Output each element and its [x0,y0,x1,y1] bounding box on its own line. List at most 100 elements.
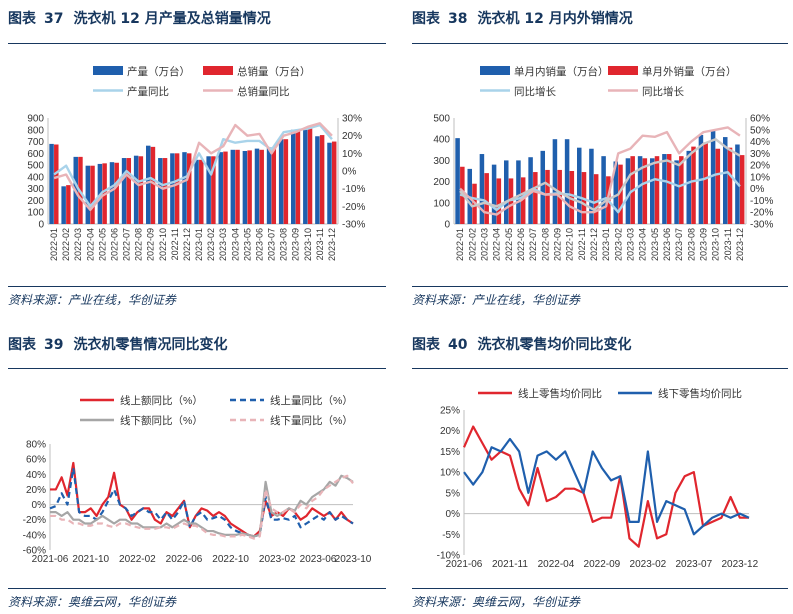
bar-2022-03 [479,154,485,224]
x-tick-label: 2023-12 [735,228,745,261]
x-tick-label: 2022-01 [49,228,59,261]
x-tick-label: 2021-06 [446,559,483,570]
x-tick-label: 2022-05 [97,228,107,261]
bar-2022-11 [577,147,582,224]
x-tick-label: 2022-03 [73,228,83,261]
chart38-bottom-rule [412,286,788,287]
y-right-tick-label: -20% [342,202,365,213]
legend-label: 线下额同比（%） [120,414,203,427]
x-tick-label: 2022-10 [212,554,249,565]
x-tick-label: 2023-02 [613,228,623,261]
x-tick-label: 2022-03 [479,228,489,261]
bar-2023-08 [691,146,696,224]
bar-2022-08 [545,169,550,224]
x-tick-label: 2022-11 [170,228,180,260]
legend-label: 线上额同比（%） [120,394,203,407]
y-right-tick-label: 40% [750,137,770,148]
x-tick-label: 2023-12 [327,228,337,261]
y-right-tick-label: -30% [342,220,365,231]
y-right-tick-label: 60% [750,114,770,125]
x-tick-label: 2022-08 [134,228,144,261]
y-right-tick-label: 10% [342,149,362,160]
x-tick-label: 2021-10 [72,554,109,565]
legend-label: 同比增长 [514,85,556,98]
bar-2023-11 [723,137,728,224]
chart39-bottom-rule [8,588,386,589]
y-left-tick-label: 200 [27,196,44,207]
x-tick-label: 2022-12 [182,228,192,261]
x-tick-label: 2023-07 [267,228,277,261]
x-tick-label: 2022-04 [538,559,575,570]
x-tick-label: 2022-04 [492,228,502,261]
bar-2023-09 [291,129,296,224]
bar-2023-08 [283,139,289,224]
x-tick-label: 2022-10 [565,228,575,261]
x-tick-label: 2023-05 [242,228,252,261]
bar-2022-05 [504,160,509,224]
y-right-tick-label: 20% [342,131,362,142]
chart38-plot: 单月内销量（万台） 单月外销量（万台） 同比增长 同比增长 0 100 200 300 400 5… [433,65,773,261]
bar-2023-02 [613,161,619,224]
y-left-tick-label: 300 [27,184,44,195]
bar-2023-06 [254,148,260,224]
y-tick-label: 25% [440,406,460,417]
bar-2022-12 [186,153,192,224]
bar-2022-06 [516,160,521,224]
bar-2022-07 [533,172,538,224]
legend-label: 产量同比 [127,85,169,98]
x-tick-label: 2023-06 [300,554,337,565]
bar-2022-01 [54,144,59,224]
bar-2023-01 [194,159,199,224]
bar-2023-10 [710,129,716,224]
legend-label: 同比增长 [642,85,684,98]
y-tick-label: -10% [437,551,460,562]
series-line [53,123,333,208]
x-tick-label: 2022-04 [85,228,95,261]
y-tick-label: -40% [23,530,46,541]
legend-label: 单月外销量（万台） [642,65,737,78]
series-line [50,461,354,538]
bar-2023-05 [654,156,660,224]
series-line [53,122,333,212]
chart40-source: 资料来源：奥维云网，华创证券 [412,595,581,609]
bar-2023-06 [259,149,264,224]
y-left-tick-label: 500 [27,161,44,172]
y-right-tick-label: 0% [750,184,765,195]
chart40-plot: 线上零售均价同比 线下零售均价同比 -10% -5% 0% 5% 10% 15% 20% 25% 2… [437,387,759,570]
legend-label: 总销量（万台） [237,65,311,78]
x-tick-label: 2022-06 [516,228,526,261]
bar-2023-12 [327,142,332,224]
y-left-tick-label: 500 [433,114,450,125]
x-tick-label: 2023-10 [335,554,372,565]
x-tick-label: 2023-02 [630,559,667,570]
y-left-tick-label: 700 [27,137,44,148]
bar-2022-12 [182,152,187,224]
y-tick-label: 60% [26,455,46,466]
chart39-source: 资料来源：奥维云网，华创证券 [8,595,177,609]
y-left-tick-label: 900 [27,114,44,125]
legend-label: 线下零售均价同比 [658,387,742,400]
x-tick-label: 2023-03 [218,228,228,261]
x-tick-label: 2023-11 [723,228,733,260]
chart40-title: 图表 40 洗衣机零售均价同比变化 [412,337,632,353]
bar-2023-08 [278,139,284,224]
x-tick-label: 2023-01 [194,228,204,261]
series-line [462,425,749,548]
y-right-tick-label: 20% [750,161,770,172]
bar-2022-02 [61,186,66,224]
x-tick-label: 2023-09 [698,228,708,261]
x-tick-label: 2023-06 [254,228,264,261]
chart39-title: 图表 39 洗衣机零售情况同比变化 [8,337,228,353]
y-tick-label: 80% [26,440,46,451]
bar-2023-11 [727,147,733,224]
x-tick-label: 2022-06 [109,228,119,261]
series-line [50,474,354,540]
bar-2023-07 [266,147,272,224]
chart37-title: 图表 37 洗衣机 12 月产量及总销量情况 [8,11,271,27]
x-tick-label: 2022-08 [540,228,550,261]
bar-2022-04 [85,165,91,224]
x-tick-label: 2023-07 [674,228,684,261]
bar-2023-04 [235,149,240,224]
y-right-tick-label: 0% [342,167,357,178]
bar-2023-02 [618,164,623,224]
